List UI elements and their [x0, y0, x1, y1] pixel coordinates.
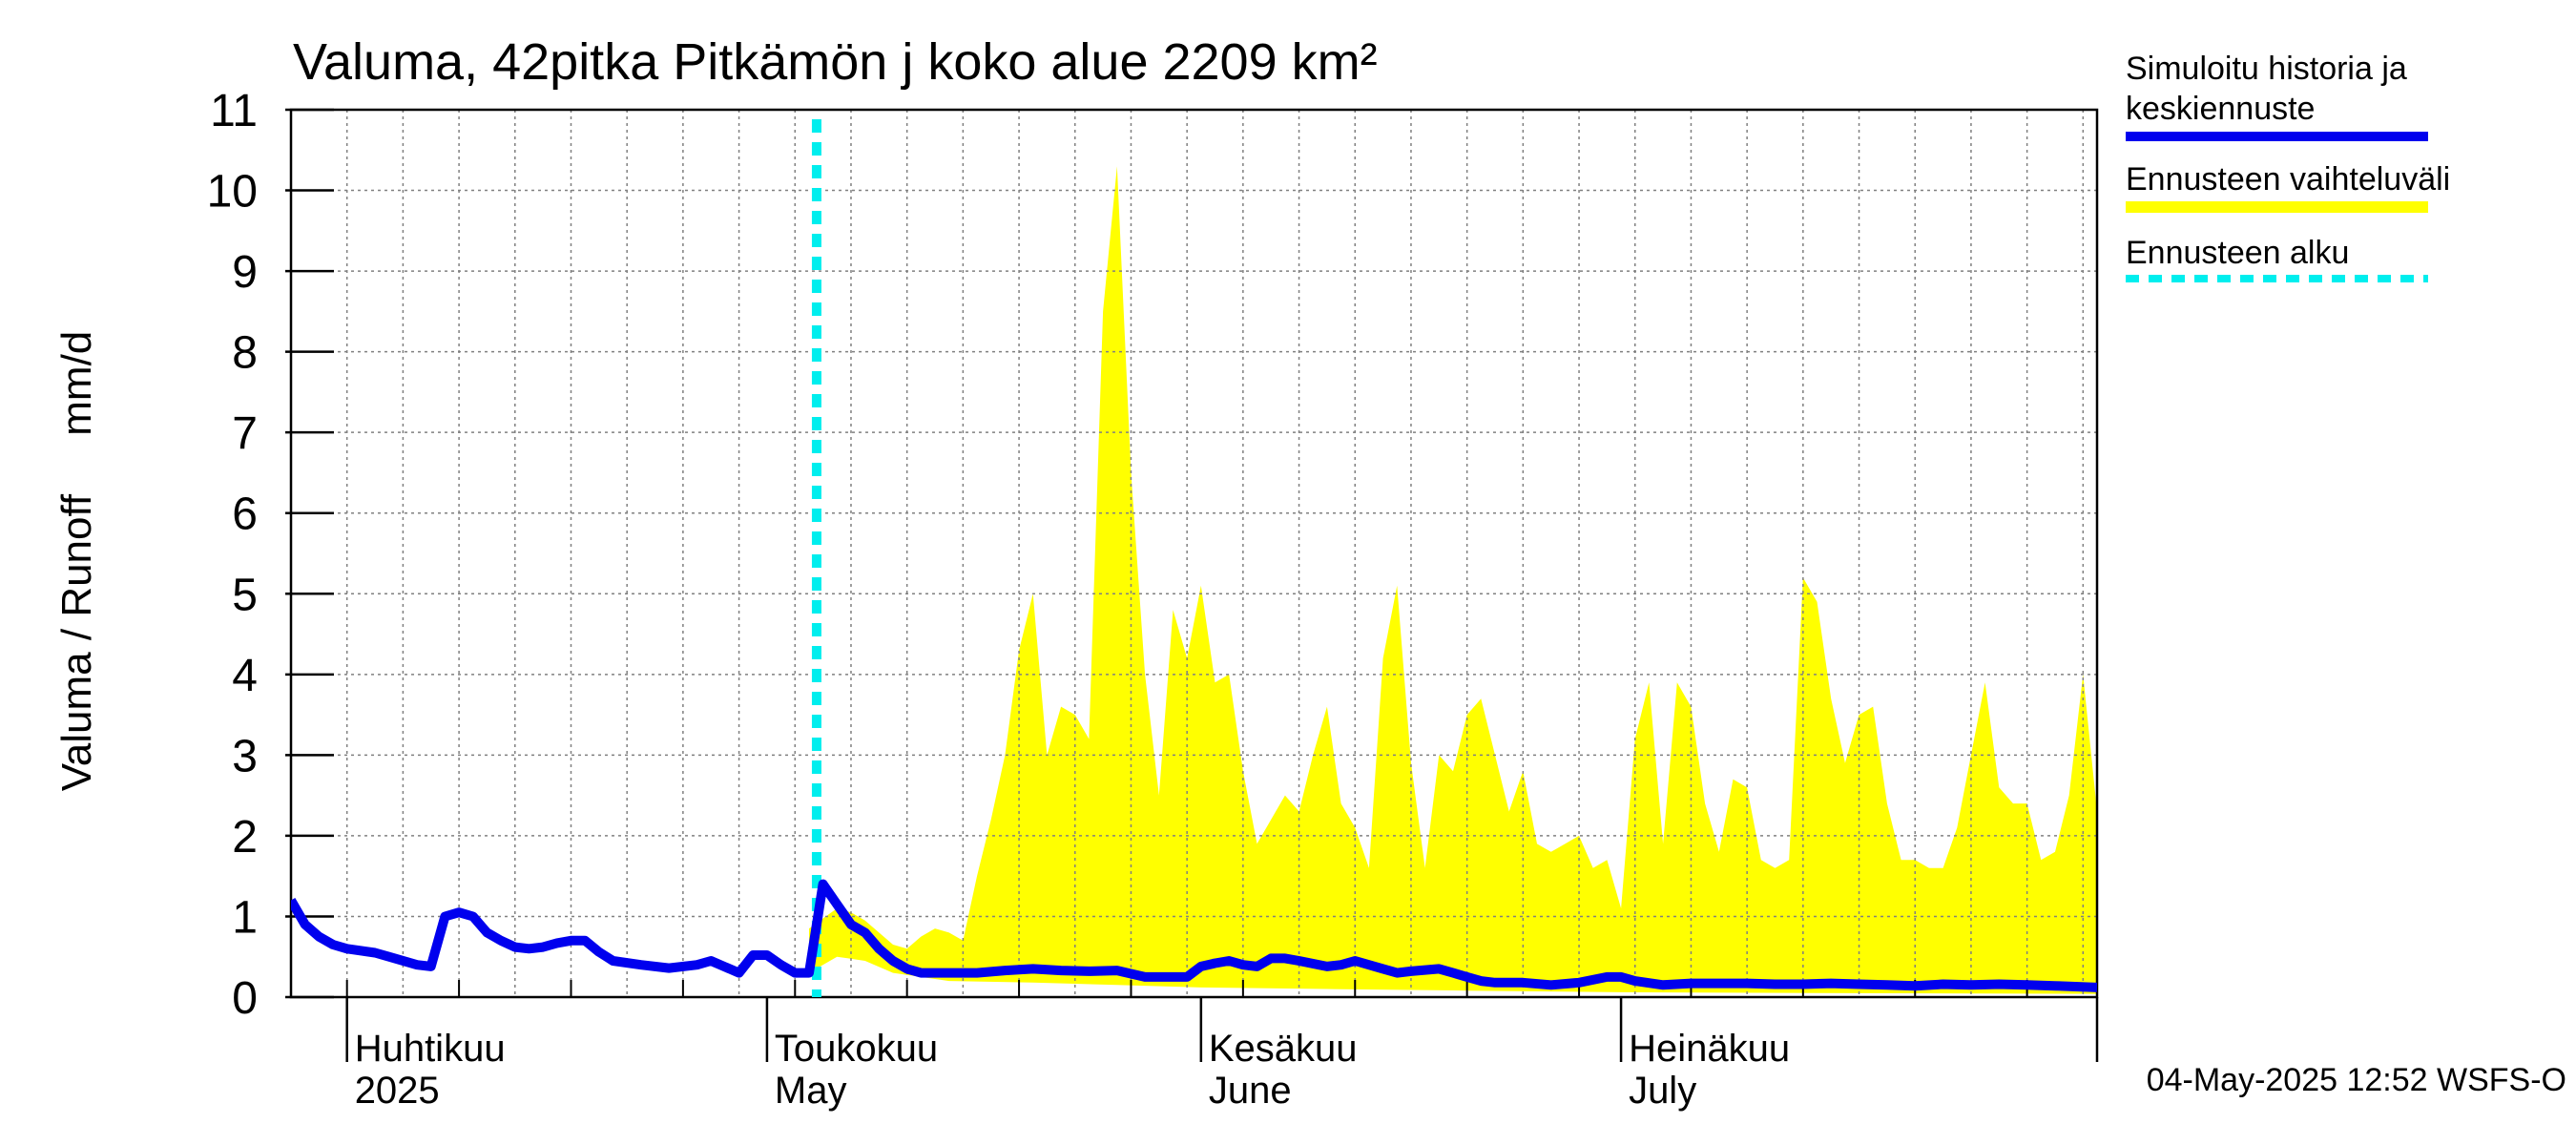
forecast-range-band — [809, 166, 2097, 994]
y-tick-label: 0 — [232, 973, 258, 1024]
month-label-en: May — [775, 1070, 847, 1112]
month-label-en: July — [1629, 1070, 1696, 1112]
legend-label-forecast-start: Ennusteen alku — [2126, 235, 2349, 271]
y-tick-label: 11 — [210, 86, 258, 136]
y-tick-label: 7 — [232, 408, 258, 459]
y-tick-label: 10 — [207, 167, 258, 218]
y-tick-label: 6 — [232, 489, 258, 540]
y-tick-label: 1 — [232, 892, 258, 943]
simulated-mean-line — [291, 879, 2097, 992]
legend-label-range: Ennusteen vaihteluväli — [2126, 161, 2450, 198]
y-tick-label: 4 — [232, 651, 258, 701]
y-tick-label: 8 — [232, 328, 258, 379]
legend-label-simulated: Simuloitu historia ja keskiennuste — [2126, 51, 2407, 127]
month-label-fi: Kesäkuu — [1209, 1028, 1358, 1070]
y-tick-label: 3 — [232, 731, 258, 781]
chart-title: Valuma, 42pitka Pitkämön j koko alue 220… — [293, 33, 1378, 91]
month-label-en: 2025 — [355, 1070, 440, 1112]
footer-timestamp: 04-May-2025 12:52 WSFS-O — [2147, 1062, 2566, 1098]
y-tick-label: 5 — [232, 570, 258, 620]
month-label-fi: Huhtikuu — [355, 1028, 506, 1070]
plot-border — [289, 108, 2099, 999]
y-axis-label: Valuma / Runoff mm/d — [53, 331, 100, 792]
month-label-fi: Heinäkuu — [1629, 1028, 1790, 1070]
y-tick-label: 9 — [232, 247, 258, 298]
month-label-en: June — [1209, 1070, 1292, 1112]
legend: Simuloitu historia ja keskiennuste Ennuste… — [2126, 51, 2450, 282]
y-tick-label: 2 — [232, 812, 258, 863]
month-label-fi: Toukokuu — [775, 1028, 938, 1070]
